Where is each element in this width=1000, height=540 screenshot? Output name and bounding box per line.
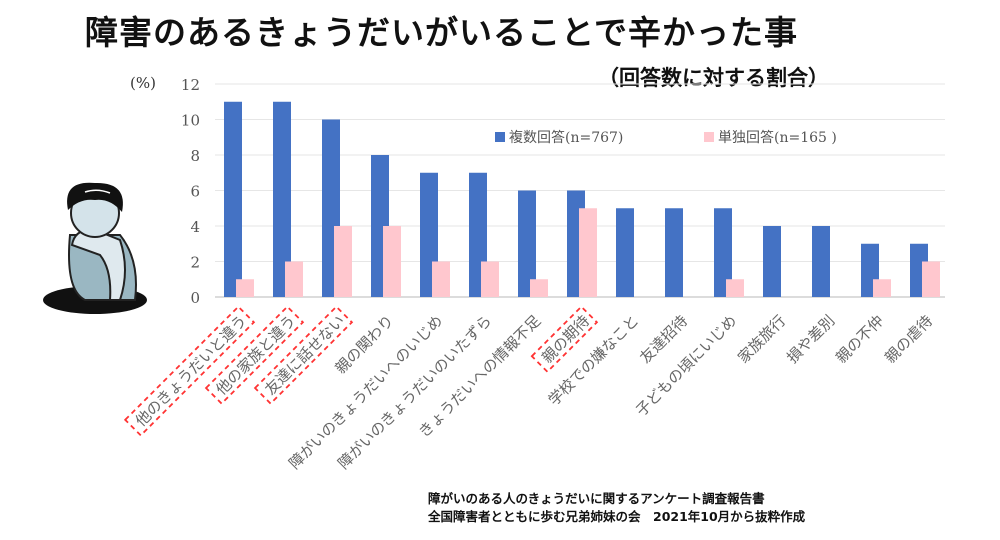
bar-multiple <box>665 208 683 297</box>
child-illustration <box>43 182 147 314</box>
y-tick-label: 10 <box>181 112 200 130</box>
bar-single <box>726 279 744 297</box>
y-tick-label: 4 <box>190 218 200 236</box>
bar-single <box>922 261 940 297</box>
legend-label: 複数回答(n=767) <box>509 129 623 146</box>
chart-title: 障害のあるきょうだいがいることで辛かった事 <box>85 13 799 52</box>
legend-swatch <box>704 132 714 142</box>
x-tick-label: 損や差別 <box>783 312 838 367</box>
bar-single <box>530 279 548 297</box>
bar-single <box>236 279 254 297</box>
y-tick-label: 8 <box>190 147 200 165</box>
bar-single <box>579 208 597 297</box>
bar-single <box>285 261 303 297</box>
y-axis-unit: (%) <box>130 74 156 92</box>
bar-single <box>481 261 499 297</box>
bar-single <box>383 226 401 297</box>
x-tick-label-group: 家族旅行 <box>734 312 789 367</box>
x-tick-label: 家族旅行 <box>734 312 789 367</box>
bar-single <box>334 226 352 297</box>
x-tick-label: 親の虐待 <box>881 312 936 367</box>
bar-single <box>432 261 450 297</box>
bar-multiple <box>616 208 634 297</box>
bar-multiple <box>224 101 242 297</box>
highlight-box <box>123 305 256 437</box>
bar-multiple <box>714 208 732 297</box>
highlight-box <box>530 305 599 374</box>
legend-label: 単独回答(n=165 ) <box>718 129 837 146</box>
x-tick-label-group: 親の虐待 <box>881 312 936 367</box>
source-line-2: 全国障害者とともに歩む兄弟姉妹の会 2021年10月から抜粋作成 <box>428 509 806 524</box>
x-tick-label: 親の不仲 <box>832 312 887 367</box>
bar-single <box>873 279 891 297</box>
bar-multiple <box>273 101 291 297</box>
y-tick-label: 0 <box>190 289 200 307</box>
x-tick-label-group: 親の不仲 <box>832 312 887 367</box>
bar-multiple <box>763 226 781 297</box>
bar-multiple <box>518 190 536 297</box>
chart-subtitle: （回答数に対する割合） <box>598 66 829 90</box>
x-tick-label-group: 損や差別 <box>783 312 838 367</box>
y-tick-label: 6 <box>190 183 200 201</box>
y-tick-label: 12 <box>181 76 200 94</box>
bar-multiple <box>812 226 830 297</box>
y-tick-label: 2 <box>190 254 200 272</box>
source-line-1: 障がいのある人のきょうだいに関するアンケート調査報告書 <box>428 491 765 506</box>
legend-swatch <box>495 132 505 142</box>
